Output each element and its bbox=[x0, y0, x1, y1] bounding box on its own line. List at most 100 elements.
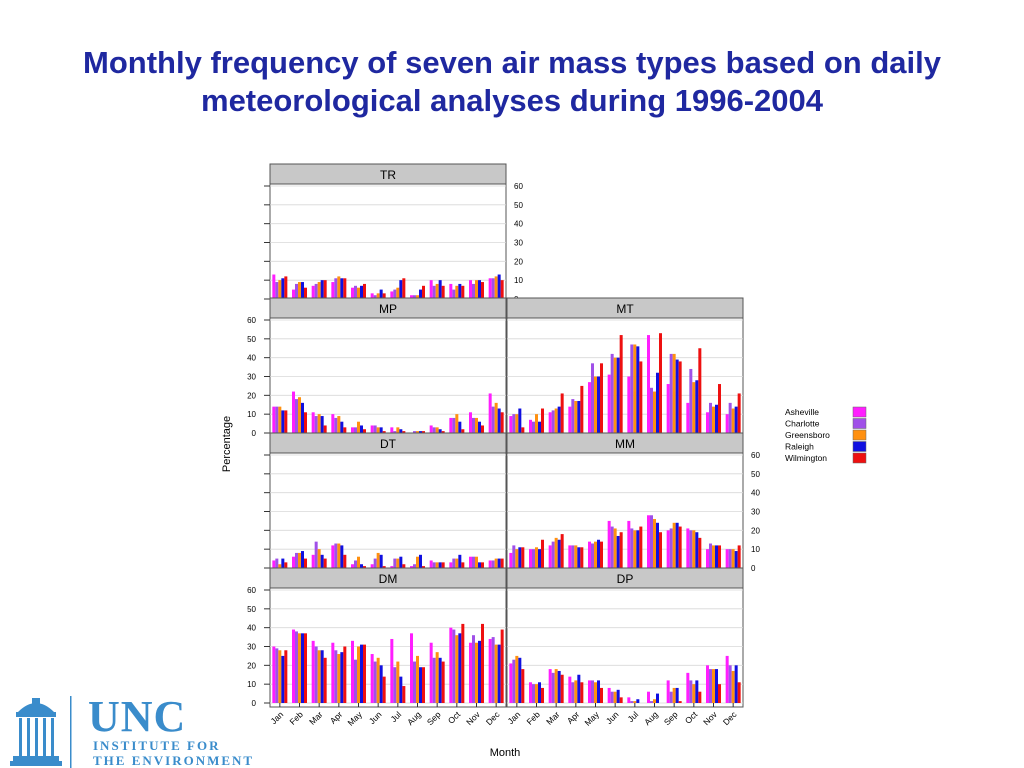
y-tick-label: 50 bbox=[514, 201, 523, 210]
panel-label-TR: TR bbox=[380, 168, 396, 182]
bar-DM-Jun-Greensboro bbox=[376, 657, 380, 703]
bar-TR-Jan-Wilmington bbox=[284, 276, 288, 299]
bar-MP-Oct-Wilmington bbox=[461, 429, 465, 433]
bar-MM-May-Wilmington bbox=[600, 541, 603, 568]
bar-DP-Mar-Raleigh bbox=[557, 670, 561, 703]
bar-DP-Jun-Greensboro bbox=[613, 691, 617, 703]
bar-MT-May-Asheville bbox=[588, 382, 591, 433]
bar-DT-Jul-Wilmington bbox=[402, 564, 406, 568]
bar-DM-Jun-Charlotte bbox=[373, 661, 377, 703]
bar-MM-Dec-Charlotte bbox=[728, 549, 732, 568]
y-tick-label: 0 bbox=[751, 564, 756, 573]
panel-frame-MP bbox=[269, 317, 507, 438]
bar-TR-Jul-Wilmington bbox=[402, 278, 406, 299]
bar-MP-Dec-Wilmington bbox=[500, 412, 504, 433]
bar-MM-Nov-Charlotte bbox=[709, 543, 712, 568]
bar-MT-May-Wilmington bbox=[600, 363, 603, 433]
bar-DT-May-Wilmington bbox=[363, 566, 366, 568]
bar-DT-Aug-Greensboro bbox=[416, 556, 419, 568]
bar-MP-Mar-Greensboro bbox=[317, 414, 321, 433]
bar-DT-Jul-Asheville bbox=[390, 566, 394, 568]
bar-MT-Dec-Asheville bbox=[725, 414, 729, 433]
bar-MT-May-Raleigh bbox=[597, 376, 600, 433]
x-tick-label: Mar bbox=[544, 709, 562, 727]
bar-MM-May-Charlotte bbox=[591, 543, 594, 568]
bar-DM-Feb-Charlotte bbox=[295, 631, 298, 703]
y-tick-label: 20 bbox=[247, 391, 256, 400]
bar-MM-Jun-Asheville bbox=[607, 520, 611, 568]
bar-DP-Sep-Raleigh bbox=[675, 687, 679, 703]
bar-DM-Feb-Raleigh bbox=[301, 633, 304, 703]
bar-MP-Jul-Charlotte bbox=[393, 431, 397, 433]
bar-TR-Sep-Asheville bbox=[429, 280, 433, 299]
bar-DP-Jul-Asheville bbox=[627, 697, 631, 703]
bar-MP-Dec-Charlotte bbox=[491, 406, 495, 433]
bar-DT-May-Charlotte bbox=[354, 560, 357, 568]
bar-DT-Aug-Wilmington bbox=[422, 566, 425, 568]
bar-DP-Mar-Wilmington bbox=[560, 674, 564, 703]
bar-DT-Sep-Raleigh bbox=[438, 562, 442, 568]
bar-DT-Jun-Charlotte bbox=[373, 558, 377, 568]
bar-DM-Jul-Charlotte bbox=[393, 667, 397, 703]
bar-MM-Jan-Asheville bbox=[509, 552, 513, 568]
bar-MM-Apr-Raleigh bbox=[577, 547, 581, 568]
bar-TR-Apr-Raleigh bbox=[340, 278, 344, 299]
bar-DP-Jan-Charlotte bbox=[512, 659, 516, 703]
bar-DM-Jul-Greensboro bbox=[396, 661, 400, 703]
x-tick-label: Nov bbox=[701, 709, 719, 727]
bar-MP-Nov-Charlotte bbox=[472, 417, 475, 433]
bar-MT-Aug-Wilmington bbox=[659, 333, 662, 433]
bar-DP-Oct-Asheville bbox=[686, 672, 690, 703]
bar-TR-Nov-Charlotte bbox=[472, 283, 475, 299]
bar-MM-Feb-Asheville bbox=[529, 549, 532, 568]
bar-DM-Jan-Asheville bbox=[272, 646, 276, 703]
bar-MT-Sep-Raleigh bbox=[675, 359, 679, 433]
bar-DT-Sep-Charlotte bbox=[432, 562, 436, 568]
bar-MT-Jun-Wilmington bbox=[619, 335, 623, 433]
bar-DT-Mar-Charlotte bbox=[314, 541, 318, 568]
bar-DP-Apr-Greensboro bbox=[574, 680, 578, 703]
y-tick-label: 40 bbox=[247, 354, 256, 363]
bar-DP-May-Raleigh bbox=[597, 680, 600, 703]
bar-DP-Nov-Greensboro bbox=[712, 669, 715, 703]
bar-DP-May-Charlotte bbox=[591, 680, 594, 703]
bar-DP-Jun-Raleigh bbox=[616, 689, 620, 703]
bar-DP-Apr-Charlotte bbox=[571, 682, 575, 703]
panel-label-MP: MP bbox=[379, 302, 397, 316]
bar-MT-Jan-Asheville bbox=[509, 416, 513, 433]
panel-frame-DM bbox=[269, 587, 507, 708]
bar-DP-Mar-Greensboro bbox=[554, 669, 558, 703]
bar-MM-Jun-Greensboro bbox=[613, 528, 617, 568]
bar-MT-Mar-Wilmington bbox=[560, 393, 564, 433]
bar-MM-Jul-Asheville bbox=[627, 520, 631, 568]
bar-MP-Mar-Wilmington bbox=[323, 425, 327, 433]
bar-TR-Nov-Wilmington bbox=[481, 282, 484, 299]
bar-MT-Sep-Charlotte bbox=[669, 353, 673, 433]
bar-DP-Nov-Raleigh bbox=[715, 669, 718, 703]
bar-DM-Mar-Greensboro bbox=[317, 650, 321, 703]
bar-DT-Nov-Raleigh bbox=[478, 562, 481, 568]
bar-DT-Jun-Wilmington bbox=[382, 566, 386, 568]
bar-DM-Mar-Charlotte bbox=[314, 646, 318, 703]
y-tick-label: 50 bbox=[751, 470, 760, 479]
bar-DT-Sep-Wilmington bbox=[441, 562, 445, 568]
bar-MT-Nov-Greensboro bbox=[712, 406, 715, 433]
y-tick-label: 10 bbox=[247, 410, 256, 419]
bar-TR-Sep-Charlotte bbox=[432, 285, 436, 299]
bar-MM-Dec-Raleigh bbox=[734, 551, 738, 568]
bar-DP-Sep-Greensboro bbox=[672, 687, 676, 703]
bar-MT-Oct-Greensboro bbox=[692, 382, 696, 433]
bar-MM-Feb-Charlotte bbox=[532, 549, 535, 568]
bar-MM-Jul-Charlotte bbox=[630, 528, 634, 568]
bar-TR-Feb-Wilmington bbox=[304, 287, 307, 299]
bar-TR-Feb-Charlotte bbox=[295, 283, 298, 299]
bar-DP-May-Wilmington bbox=[600, 687, 603, 703]
bar-MT-Sep-Greensboro bbox=[672, 353, 676, 433]
bar-DP-Aug-Greensboro bbox=[653, 699, 656, 703]
bar-MP-Dec-Raleigh bbox=[497, 408, 501, 433]
bar-DT-Dec-Asheville bbox=[488, 560, 492, 568]
bar-MP-Apr-Greensboro bbox=[337, 416, 341, 433]
bar-MT-Apr-Asheville bbox=[568, 406, 572, 433]
bar-DP-Aug-Raleigh bbox=[656, 693, 659, 703]
panel-frame-MM bbox=[506, 452, 744, 573]
